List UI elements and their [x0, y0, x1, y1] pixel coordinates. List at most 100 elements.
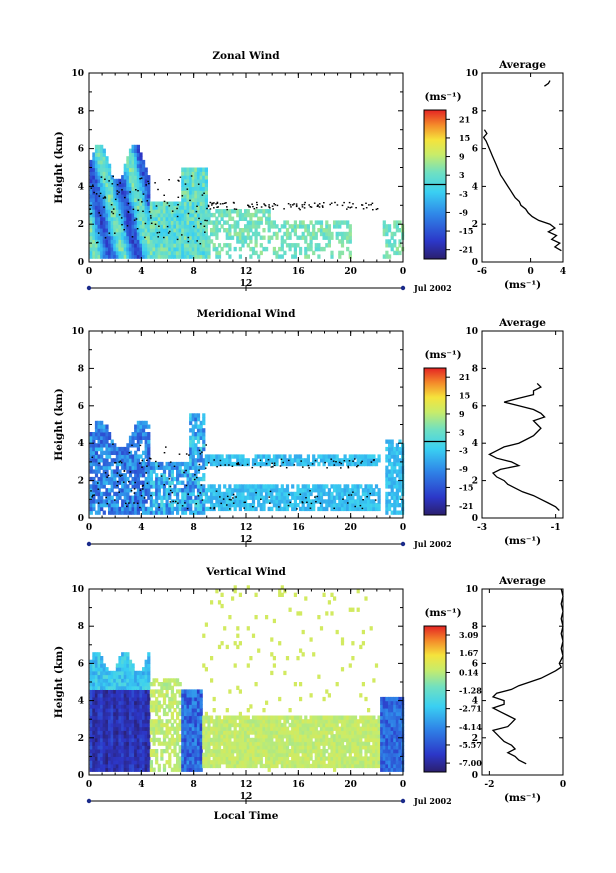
heatmap-cell [100, 205, 104, 210]
heatmap-cell [115, 254, 119, 259]
heatmap-cell [105, 693, 109, 698]
heatmap-cell [181, 510, 185, 515]
heatmap-cell [136, 205, 140, 210]
heatmap-cell [157, 491, 161, 497]
contour-mark [137, 199, 140, 201]
heatmap-cell [115, 730, 119, 735]
heatmap-cell [233, 641, 237, 646]
heatmap-cell [293, 231, 297, 237]
heatmap-cell [113, 674, 117, 679]
heatmap-cell [275, 458, 279, 463]
heatmap-cell [173, 678, 177, 683]
contour-mark [125, 502, 127, 505]
heatmap-cell [223, 715, 227, 720]
heatmap-cell [100, 756, 104, 761]
heatmap-cell [162, 473, 167, 478]
heatmap-cell [395, 484, 399, 489]
heatmap-cell [142, 682, 146, 687]
contour-mark [366, 496, 368, 498]
heatmap-cell [110, 510, 114, 515]
heatmap-cell [251, 756, 256, 761]
heatmap-cell [139, 231, 143, 237]
heatmap-cells [89, 585, 405, 772]
heatmap-cell [270, 760, 274, 765]
heatmap-cell [128, 156, 133, 161]
heatmap-cell [142, 239, 146, 244]
heatmap-cell [194, 246, 198, 252]
heatmap-cell [110, 469, 114, 474]
heatmap-cell [217, 600, 222, 605]
heatmap-cell [196, 763, 201, 769]
heatmap-cell [102, 682, 106, 687]
contour-mark [108, 232, 111, 234]
heatmap-cell [118, 201, 122, 206]
heatmap-cell [136, 424, 140, 429]
contour-mark [376, 208, 379, 210]
heatmap-cell [238, 749, 242, 754]
heatmap-cell [105, 231, 109, 237]
heatmap-cell [97, 480, 101, 485]
heatmap-cell [136, 254, 140, 259]
heatmap-cell [134, 220, 138, 225]
heatmap-cell [89, 446, 93, 452]
heatmap-cell [89, 708, 93, 713]
heatmap-cell [199, 424, 203, 429]
heatmap-cell [204, 178, 208, 184]
heatmap-cell [340, 250, 345, 256]
heatmap-cell [136, 231, 140, 237]
heatmap-cell [335, 491, 339, 497]
heatmap-cell [212, 484, 216, 489]
heatmap-cell [115, 446, 119, 452]
contour-mark [200, 484, 203, 486]
heatmap-cell [330, 491, 334, 497]
heatmap-cell [128, 254, 133, 259]
heatmap-cell [395, 450, 399, 455]
heatmap-cell [306, 254, 310, 259]
heatmap-cell [165, 495, 169, 500]
heatmap-cell [212, 722, 216, 728]
heatmap-cell [196, 767, 201, 772]
heatmap-cell [301, 235, 305, 240]
heatmap-cell [147, 250, 151, 256]
heatmap-cell [123, 446, 127, 452]
heatmap-cell [388, 499, 392, 504]
heatmap-cell [236, 745, 240, 750]
heatmap-cell [267, 224, 271, 229]
heatmap-cell [92, 767, 96, 772]
heatmap-cell [194, 194, 198, 199]
heatmap-cell [181, 700, 185, 705]
contour-mark [119, 182, 121, 184]
heatmap-cell [162, 491, 167, 497]
heatmap-cell [142, 670, 146, 676]
heatmap-cell [160, 220, 164, 225]
contour-mark [361, 204, 364, 206]
heatmap-cell [139, 156, 143, 161]
heatmap-cell [301, 231, 305, 237]
heatmap-cell [97, 659, 101, 664]
heatmap-cell [113, 197, 117, 203]
heatmap-cell [194, 424, 198, 429]
heatmap-cell [162, 708, 167, 713]
contour-mark [190, 175, 193, 177]
heatmap-cell [147, 220, 151, 225]
heatmap-cell [134, 484, 138, 489]
heatmap-cell [181, 488, 185, 493]
heatmap-cell [110, 175, 114, 180]
heatmap-cell [136, 734, 140, 739]
heatmap-cell [160, 510, 164, 515]
heatmap-cell [105, 711, 109, 717]
heatmap-cell [338, 484, 342, 489]
heatmap-cell [367, 506, 371, 512]
heatmap-cell [265, 719, 269, 724]
heatmap-cell [100, 745, 104, 750]
heatmap-cell [170, 480, 174, 485]
heatmap-cell [100, 730, 104, 735]
heatmap-cell [293, 454, 297, 459]
heatmap-cell [265, 495, 269, 500]
heatmap-cell [89, 212, 93, 218]
heatmap-cell [131, 711, 135, 717]
heatmap-cell [228, 228, 232, 233]
heatmap-cell [128, 182, 133, 187]
heatmap-cell [181, 506, 185, 512]
heatmap-cell [149, 499, 153, 504]
